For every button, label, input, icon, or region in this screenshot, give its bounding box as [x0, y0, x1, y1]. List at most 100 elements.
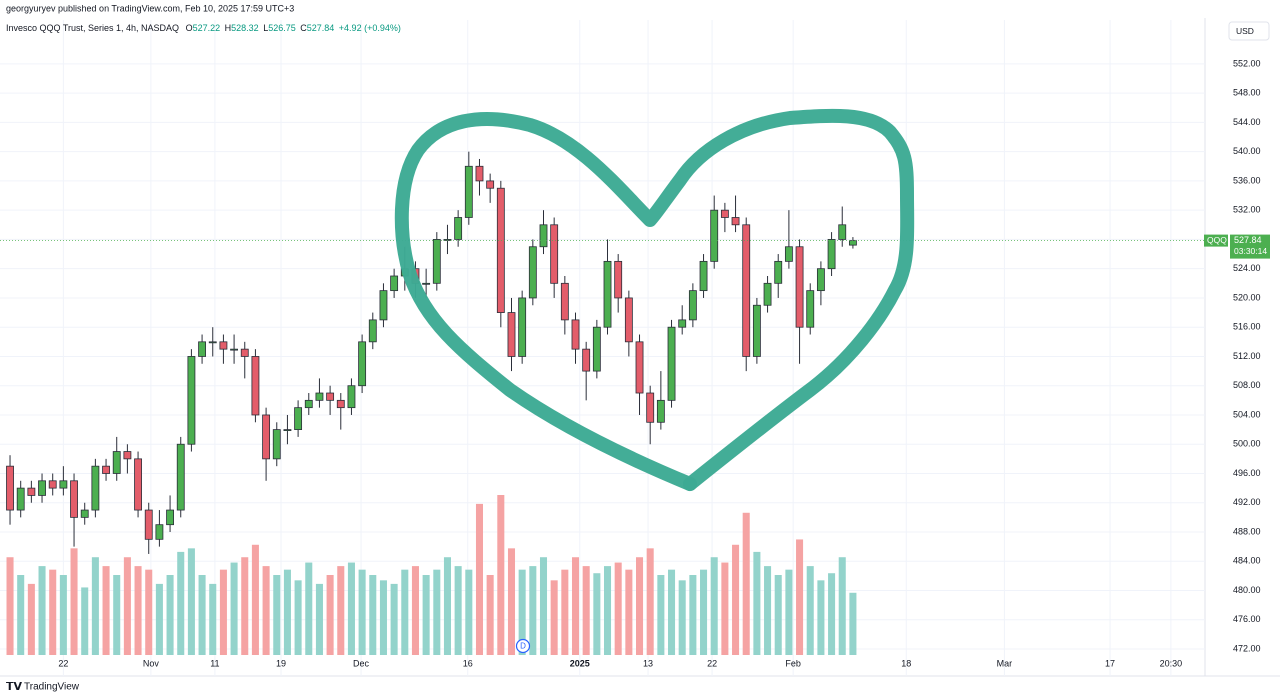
x-tick-label: Nov [143, 658, 160, 668]
candle-body [294, 407, 303, 430]
y-tick-label: 548.00 [1233, 88, 1261, 98]
volume-bar [774, 575, 782, 655]
currency-box[interactable] [1228, 21, 1270, 41]
candle-body [571, 319, 580, 350]
candle-body [464, 165, 473, 218]
volume-bar [305, 562, 313, 655]
candle-body [582, 348, 591, 372]
x-tick-label: 11 [210, 658, 219, 668]
candle-body [432, 239, 441, 284]
y-tick-label: 496.00 [1233, 468, 1261, 478]
candle-body [710, 209, 719, 262]
candle-body [816, 268, 825, 292]
candle-body [358, 341, 367, 387]
countdown: 03:30:14 [1234, 246, 1267, 256]
candle-body [795, 246, 804, 328]
candle-body [134, 458, 142, 511]
x-tick-label: 18 [901, 658, 911, 668]
volume-bar [411, 566, 419, 655]
candle-body [315, 392, 324, 401]
y-tick-label: 544.00 [1233, 117, 1261, 127]
volume-bar [59, 575, 67, 655]
y-tick-label: 516.00 [1233, 322, 1261, 332]
volume-bar [91, 557, 99, 655]
volume-bar [145, 569, 153, 655]
volume-bar [625, 569, 633, 655]
volume-bar [817, 580, 825, 655]
candle-body [678, 319, 687, 328]
candle-body [827, 239, 836, 270]
candle-body [6, 465, 14, 511]
candle-body [752, 304, 761, 357]
volume-bar [347, 562, 355, 655]
y-tick-label: 512.00 [1233, 351, 1261, 361]
candle-body [112, 451, 121, 474]
candle-body [635, 341, 644, 394]
candle-body [592, 326, 601, 372]
ohlc-low: 526.75 [268, 23, 296, 33]
volume-bar [646, 548, 654, 655]
y-tick-label: 484.00 [1233, 556, 1261, 566]
x-tick-label: Mar [997, 658, 1013, 668]
x-tick-label: 13 [643, 658, 653, 668]
y-tick-label: 488.00 [1233, 526, 1261, 536]
heart-drawing-tip [683, 477, 697, 491]
ohlc-key: O [186, 23, 193, 33]
volume-bar [262, 566, 270, 655]
volume-bar [155, 583, 163, 655]
candle-body [603, 260, 612, 328]
y-tick-label: 476.00 [1233, 614, 1261, 624]
logo-mark: 𝗧𝗩 [6, 681, 23, 693]
volume-bar [273, 575, 281, 655]
ohlc-key: L [263, 23, 268, 33]
volume-bar [593, 573, 601, 655]
x-tick-label: Feb [785, 658, 801, 668]
volume-bar [27, 583, 35, 655]
volume-bar [294, 580, 302, 655]
volume-bar [102, 566, 110, 655]
candle-body [763, 282, 772, 306]
event-marker[interactable] [515, 638, 531, 654]
volume-bar [742, 512, 750, 655]
ohlc-close: 527.84 [307, 23, 335, 33]
volume-bar [721, 562, 729, 655]
plot: 472.00 476.00 480.00 484.00 488.00 492.00 496.… [0, 20, 1270, 676]
volume-bar [550, 580, 558, 655]
volume-bar [49, 569, 57, 655]
volume-bar [177, 551, 185, 655]
change: +4.92 (+0.94%) [339, 23, 401, 33]
candle-body [326, 392, 335, 401]
symbol-badge [1204, 234, 1228, 247]
volume-bar [219, 569, 227, 655]
candle-body [155, 524, 164, 540]
candle-body [731, 217, 740, 226]
volume-bar [241, 557, 249, 655]
candle-body [390, 275, 399, 292]
candle-body [784, 246, 793, 262]
candle-body [27, 487, 36, 496]
candle-body [240, 348, 249, 357]
volume-bar [166, 575, 174, 655]
candle-body [688, 290, 697, 321]
volume-bar [433, 569, 441, 655]
footer-brand: TradingView [24, 682, 80, 693]
volume-bar [134, 566, 142, 655]
volume-bar [636, 557, 644, 655]
volume-bar [315, 583, 323, 655]
symbol-label: QQQ [1207, 235, 1227, 245]
ohlc-high: 528.32 [231, 23, 259, 33]
volume-bar [113, 575, 121, 655]
candle-body [230, 348, 239, 351]
candle-body [486, 180, 495, 189]
ohlc-key: C [300, 23, 307, 33]
volume-bar [678, 580, 686, 655]
candle-body [91, 465, 100, 511]
candle-body [646, 392, 655, 423]
candle-body [336, 399, 345, 409]
x-tick-label: 16 [463, 658, 473, 668]
y-tick-label: 508.00 [1233, 380, 1261, 390]
y-tick-label: 540.00 [1233, 146, 1261, 156]
y-tick-label: 520.00 [1233, 292, 1261, 302]
candle-body [475, 165, 484, 182]
